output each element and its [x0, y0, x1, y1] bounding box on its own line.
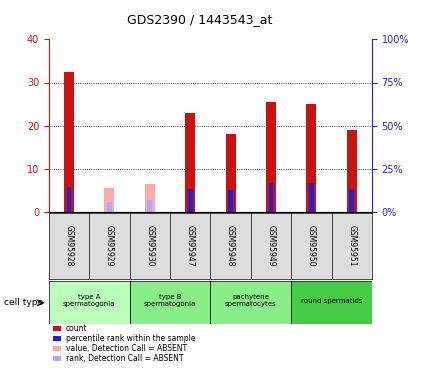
- Text: GSM95949: GSM95949: [266, 225, 275, 267]
- Bar: [226, 134, 235, 212]
- Bar: [266, 102, 276, 212]
- Bar: [107, 201, 112, 212]
- Bar: [53, 336, 61, 341]
- Bar: [145, 184, 155, 212]
- Bar: [185, 112, 195, 212]
- Text: value, Detection Call = ABSENT: value, Detection Call = ABSENT: [66, 344, 187, 353]
- Bar: [105, 188, 114, 212]
- Text: pachytene
spermatocytes: pachytene spermatocytes: [225, 294, 277, 307]
- Text: GSM95950: GSM95950: [307, 225, 316, 267]
- Text: percentile rank within the sample: percentile rank within the sample: [66, 334, 196, 343]
- Text: GDS2390 / 1443543_at: GDS2390 / 1443543_at: [127, 13, 272, 26]
- Bar: [188, 189, 193, 212]
- Text: type B
spermatogonia: type B spermatogonia: [144, 294, 196, 307]
- Text: GSM95947: GSM95947: [186, 225, 195, 267]
- Bar: [53, 326, 61, 332]
- Bar: [67, 187, 71, 212]
- Bar: [291, 281, 372, 324]
- Text: GSM95929: GSM95929: [105, 225, 114, 267]
- Bar: [53, 356, 61, 361]
- Bar: [53, 346, 61, 351]
- Bar: [130, 281, 210, 324]
- Text: round spermatids: round spermatids: [301, 298, 362, 304]
- Bar: [347, 130, 357, 212]
- Bar: [147, 200, 152, 212]
- Bar: [49, 281, 130, 324]
- Text: type A
spermatogonia: type A spermatogonia: [63, 294, 116, 307]
- Bar: [64, 72, 74, 212]
- Bar: [269, 183, 273, 212]
- Bar: [309, 183, 314, 212]
- Text: count: count: [66, 324, 88, 333]
- Text: cell type: cell type: [4, 298, 43, 307]
- Text: GSM95930: GSM95930: [145, 225, 154, 267]
- Text: GSM95928: GSM95928: [65, 225, 74, 267]
- Text: GSM95948: GSM95948: [226, 225, 235, 267]
- Text: rank, Detection Call = ABSENT: rank, Detection Call = ABSENT: [66, 354, 183, 363]
- Text: GSM95951: GSM95951: [347, 225, 356, 267]
- Bar: [306, 104, 316, 212]
- Bar: [228, 190, 233, 212]
- Bar: [210, 281, 291, 324]
- Bar: [349, 190, 354, 212]
